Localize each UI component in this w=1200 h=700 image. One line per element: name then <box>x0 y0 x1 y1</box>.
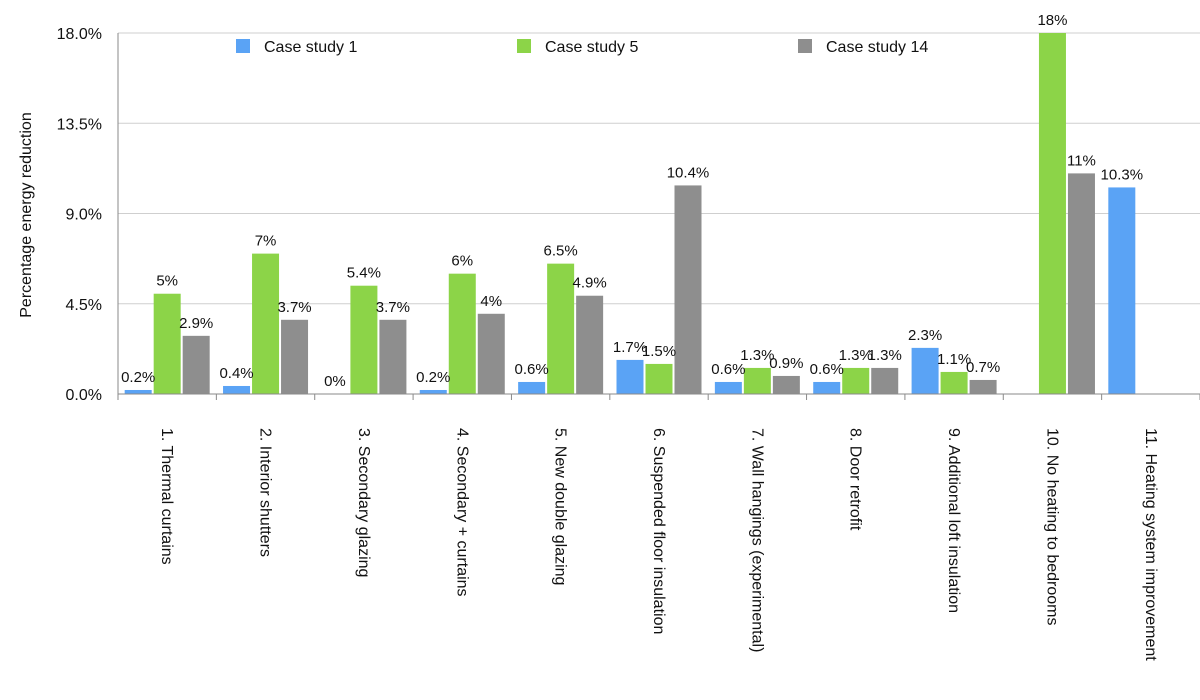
bar-case-study-5 <box>252 253 280 394</box>
legend-label: Case study 5 <box>545 39 638 56</box>
bar-case-study-1 <box>223 385 251 394</box>
data-label: 0% <box>324 373 346 390</box>
legend-swatch <box>236 39 250 53</box>
y-tick-label: 18.0% <box>57 26 102 43</box>
data-label: 0.7% <box>966 359 1000 376</box>
bar-case-study-5 <box>350 285 378 394</box>
bar-case-study-1 <box>714 381 742 394</box>
legend: Case study 1 Case study 5 Case study 14 <box>236 39 928 56</box>
x-category-label: 2. Interior shutters <box>257 428 274 557</box>
data-label: 1.7% <box>613 339 647 356</box>
data-label: 1.3% <box>868 347 902 364</box>
legend-label: Case study 1 <box>264 39 357 56</box>
bar-case-study-5 <box>448 273 476 394</box>
legend-swatch <box>798 39 812 53</box>
data-label: 18% <box>1037 12 1067 29</box>
x-category-label: 8. Door retrofit <box>847 428 864 531</box>
data-label: 1.1% <box>937 351 971 368</box>
bar-case-study-5 <box>1038 33 1066 394</box>
data-label: 4% <box>480 293 502 310</box>
data-label: 1.5% <box>642 343 676 360</box>
x-category-label: 7. Wall hangings (experimental) <box>748 428 765 652</box>
x-category-label: 6. Suspended floor insulation <box>650 428 667 634</box>
bars <box>124 33 1136 394</box>
data-label: 6% <box>451 253 473 270</box>
bar-case-study-14 <box>674 185 702 394</box>
y-axis-title: Percentage energy reduction <box>18 112 35 317</box>
legend-label: Case study 14 <box>826 39 928 56</box>
bar-case-study-14 <box>772 375 800 394</box>
bar-case-study-1 <box>813 381 841 394</box>
data-label: 10.3% <box>1101 166 1144 183</box>
y-tick-label: 0.0% <box>66 387 102 404</box>
bar-case-study-14 <box>969 379 997 394</box>
bar-case-study-14 <box>281 319 309 394</box>
legend-swatch <box>517 39 531 53</box>
bar-case-study-14 <box>379 319 407 394</box>
data-label: 0.2% <box>416 369 450 386</box>
bar-case-study-1 <box>911 347 939 394</box>
data-label: 2.9% <box>179 315 213 332</box>
data-label: 0.9% <box>769 355 803 372</box>
data-label: 1.3% <box>740 347 774 364</box>
data-label: 4.9% <box>573 275 607 292</box>
x-category-label: 3. Secondary glazing <box>355 428 372 577</box>
data-label: 7% <box>255 233 277 250</box>
y-tick-label: 9.0% <box>66 207 102 224</box>
bar-case-study-1 <box>616 359 644 394</box>
y-tick-label: 13.5% <box>57 116 102 133</box>
data-label: 2.3% <box>908 327 942 344</box>
bar-case-study-14 <box>182 335 210 394</box>
data-label: 5% <box>156 273 178 290</box>
data-label: 1.3% <box>839 347 873 364</box>
bar-case-study-1 <box>518 381 546 394</box>
bar-case-study-5 <box>645 363 673 394</box>
bar-case-study-14 <box>477 313 505 394</box>
x-category-label: 5. New double glazing <box>552 428 569 585</box>
data-label: 10.4% <box>667 164 710 181</box>
bar-case-study-5 <box>153 293 181 394</box>
bar-case-study-1 <box>1108 187 1136 394</box>
data-label: 0.2% <box>121 369 155 386</box>
data-label: 0.6% <box>515 361 549 378</box>
x-category-label: 11. Heating system improvement <box>1142 428 1159 661</box>
data-label: 0.6% <box>810 361 844 378</box>
data-label: 11% <box>1067 152 1096 169</box>
data-label: 0.6% <box>711 361 745 378</box>
data-labels: 0.2% 5% 2.9% 0.4% 7% 3.7% 0% 5.4% 3.7% 0.2% 6% 4% 0.… <box>121 12 1143 390</box>
bar-case-study-5 <box>547 263 575 394</box>
x-category-label: 9. Additional loft insulation <box>945 428 962 613</box>
bar-case-study-14 <box>1067 173 1095 394</box>
bar-case-study-5 <box>842 367 870 394</box>
gridlines <box>118 32 1200 395</box>
axes: 0.0% 4.5% 9.0% 13.5% 18.0% 1. Thermal curtain… <box>57 26 1200 661</box>
data-label: 3.7% <box>376 299 410 316</box>
data-label: 3.7% <box>277 299 311 316</box>
data-label: 5.4% <box>347 265 381 282</box>
bar-case-study-14 <box>871 367 899 394</box>
y-tick-label: 4.5% <box>66 297 102 314</box>
data-label: 6.5% <box>544 243 578 260</box>
bar-case-study-5 <box>940 371 968 394</box>
x-category-label: 4. Secondary + curtains <box>453 428 470 597</box>
data-label: 0.4% <box>219 365 253 382</box>
bar-case-study-14 <box>576 295 604 394</box>
bar-case-study-1 <box>124 389 152 394</box>
bar-case-study-1 <box>419 389 447 394</box>
bar-case-study-5 <box>743 367 771 394</box>
x-category-label: 10. No heating to bedrooms <box>1043 428 1060 625</box>
x-category-label: 1. Thermal curtains <box>158 428 175 565</box>
